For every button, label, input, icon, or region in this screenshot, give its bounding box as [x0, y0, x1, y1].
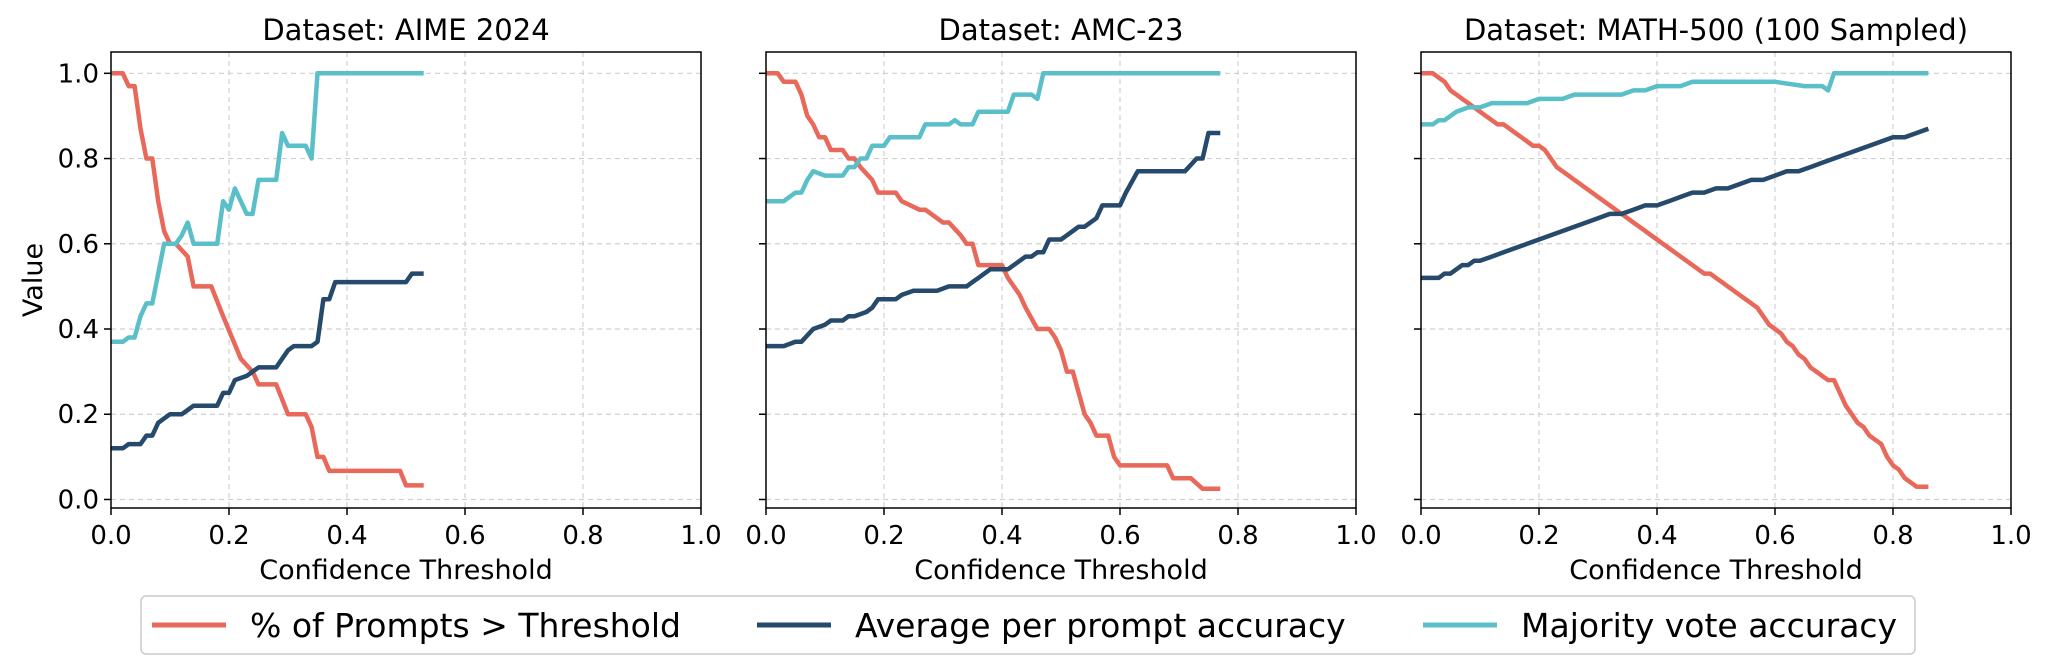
chart-title: Dataset: AIME 2024 [262, 13, 549, 47]
y-tick-label: 0.4 [58, 315, 99, 345]
series-line-avg-accuracy [111, 271, 424, 451]
y-tick-label: 0.8 [58, 145, 99, 175]
x-tick-label: 1.0 [1990, 521, 2031, 551]
series-line-majority-vote [766, 71, 1221, 204]
x-tick-label: 1.0 [680, 521, 721, 551]
legend-label-prompts: % of Prompts > Threshold [250, 606, 681, 645]
y-tick-label: 0.6 [58, 230, 99, 260]
series-line-avg-accuracy [766, 130, 1221, 349]
x-tick-label: 0.0 [745, 521, 786, 551]
axes-frame [765, 51, 1357, 509]
series-line-majority-vote [1421, 71, 1929, 127]
x-axis-label: Confidence Threshold [1569, 555, 1862, 586]
x-tick-label: 1.0 [1335, 521, 1376, 551]
panels: 0.0 0.2 0.4 0.6 0.8 1.0 0.0 0.2 0.4 0.6 0.8 1.0 Data… [18, 13, 2032, 586]
series-line-avg-accuracy [1421, 126, 1930, 281]
x-tick-label: 0.0 [1400, 521, 1441, 551]
y-axis-label: Value [18, 243, 49, 317]
series-line-prompts [766, 71, 1221, 492]
x-axis-label: Confidence Threshold [259, 555, 552, 586]
x-tick-label: 0.6 [444, 521, 485, 551]
series-line-prompts [111, 71, 424, 488]
panel-3: 0.0 0.2 0.4 0.6 0.8 1.0 Dataset: MATH-500 (100… [1400, 13, 2031, 586]
chart-title: Dataset: MATH-500 (100 Sampled) [1464, 13, 1968, 47]
series-line-majority-vote [111, 71, 424, 345]
x-tick-label: 0.8 [1217, 521, 1258, 551]
y-tick-label: 0.2 [58, 400, 99, 430]
x-tick-label: 0.6 [1099, 521, 1140, 551]
x-tick-label: 0.4 [326, 521, 367, 551]
panel-2: 0.0 0.2 0.4 0.6 0.8 1.0 Dataset: AMC-23 Confide… [745, 13, 1376, 586]
chart-title: Dataset: AMC-23 [938, 13, 1183, 47]
legend-label-avg-accuracy: Average per prompt accuracy [855, 606, 1346, 645]
axes-frame [1420, 51, 2012, 509]
x-tick-label: 0.2 [863, 521, 904, 551]
legend-frame [140, 595, 1916, 655]
x-tick-label: 0.0 [90, 521, 131, 551]
x-tick-label: 0.6 [1754, 521, 1795, 551]
x-tick-label: 0.2 [208, 521, 249, 551]
x-tick-label: 0.2 [1518, 521, 1559, 551]
legend: % of Prompts > Threshold Average per pro… [140, 595, 1916, 655]
x-axis-label: Confidence Threshold [914, 555, 1207, 586]
legend-label-majority-vote: Majority vote accuracy [1521, 606, 1897, 645]
panel-1: 0.0 0.2 0.4 0.6 0.8 1.0 0.0 0.2 0.4 0.6 0.8 1.0 Data… [18, 13, 722, 586]
x-tick-label: 0.4 [981, 521, 1022, 551]
x-tick-label: 0.4 [1636, 521, 1677, 551]
x-tick-label: 0.8 [1872, 521, 1913, 551]
x-tick-label: 0.8 [562, 521, 603, 551]
y-tick-label: 1.0 [58, 59, 99, 89]
y-tick-label: 0.0 [58, 485, 99, 515]
series-line-prompts [1421, 71, 1929, 489]
axes-frame [110, 51, 702, 509]
